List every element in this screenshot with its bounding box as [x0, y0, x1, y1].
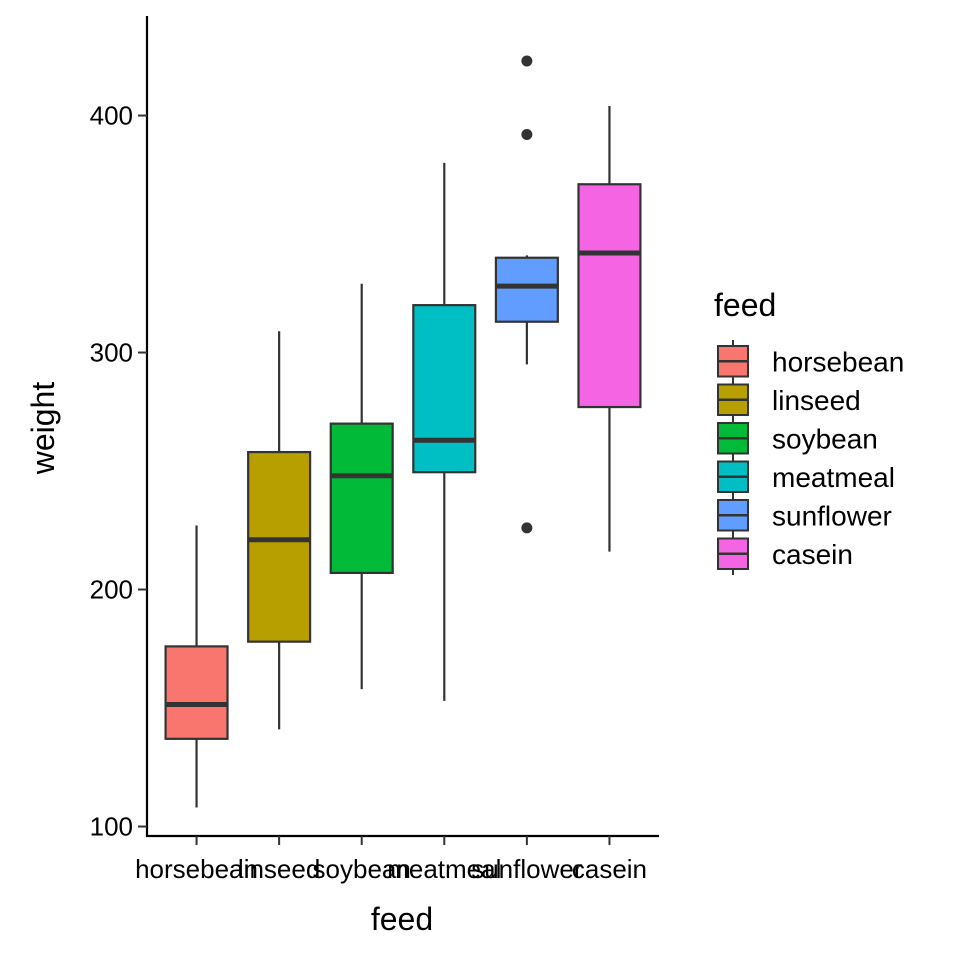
y-tick-label: 300: [90, 338, 133, 368]
box-soybean: [329, 283, 394, 690]
x-axis-title: feed: [371, 901, 433, 937]
outlier-point: [521, 522, 533, 534]
legend-label: horsebean: [772, 346, 904, 377]
axes: 100 200 300 400 horsebeanlinseedsoybeanmeatm…: [90, 16, 659, 884]
box-horsebean: [164, 525, 229, 808]
box-sunflower: [494, 55, 559, 534]
box-iqr: [412, 304, 477, 474]
legend-label: sunflower: [772, 500, 892, 531]
plot-area: [164, 55, 642, 808]
legend: feed horsebean linseed soybean meatmeal sunf…: [714, 287, 904, 575]
y-axis-title: weight: [25, 382, 61, 476]
box-linseed: [247, 331, 312, 730]
legend-label: casein: [772, 539, 853, 570]
box-iqr: [164, 645, 229, 740]
y-tick-label: 400: [90, 101, 133, 131]
legend-item-sunflower: sunflower: [717, 494, 892, 537]
box-casein: [577, 106, 642, 552]
legend-label: soybean: [772, 423, 878, 454]
legend-label: meatmeal: [772, 462, 895, 493]
box-meatmeal: [412, 162, 477, 701]
outlier-point: [521, 55, 533, 67]
box-iqr: [494, 256, 559, 323]
y-tick-label: 100: [90, 812, 133, 842]
box-iqr: [577, 183, 642, 409]
legend-item-casein: casein: [717, 532, 853, 575]
legend-item-meatmeal: meatmeal: [717, 455, 895, 498]
x-tick-label: soybean: [313, 854, 411, 884]
x-tick-label: casein: [572, 854, 647, 884]
x-tick-label: horsebean: [135, 854, 258, 884]
x-tick-label: meatmeal: [387, 854, 501, 884]
outlier-point: [521, 128, 533, 140]
legend-item-horsebean: horsebean: [717, 340, 904, 383]
box-iqr: [329, 422, 394, 575]
y-tick-label: 200: [90, 575, 133, 605]
legend-item-soybean: soybean: [717, 417, 878, 460]
x-tick-label: linseed: [238, 854, 320, 884]
box-iqr: [247, 450, 312, 643]
legend-title: feed: [714, 287, 776, 323]
x-tick-label: sunflower: [471, 854, 583, 884]
legend-item-linseed: linseed: [717, 378, 861, 421]
legend-label: linseed: [772, 385, 861, 416]
